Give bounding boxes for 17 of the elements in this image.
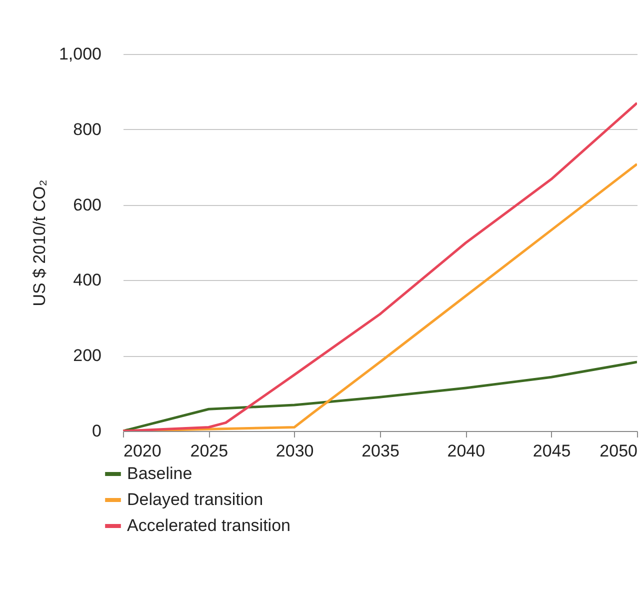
y-tick-label: 800 (73, 120, 102, 139)
x-tick-label: 2045 (532, 442, 571, 460)
x-tick-label: 2035 (362, 442, 400, 460)
x-tick-label: 2025 (190, 442, 228, 460)
y-tick-label: 1,000 (58, 44, 102, 64)
y-tick-label: 600 (73, 195, 102, 214)
y-tick-label: 400 (73, 270, 102, 290)
y-axis-title: US $ 2010/t CO₂ (30, 180, 49, 306)
x-tick-label: 2040 (447, 442, 486, 460)
legend-label: Accelerated transition (127, 516, 290, 535)
legend-label: Delayed transition (127, 490, 264, 509)
y-tick-label: 200 (73, 346, 102, 366)
x-tick-label: 2030 (276, 442, 314, 460)
x-tick-label: 2020 (124, 442, 162, 460)
x-tick-label: 2050 (600, 442, 638, 460)
y-tick-label: 0 (92, 422, 102, 440)
legend-label: Baseline (127, 464, 192, 483)
